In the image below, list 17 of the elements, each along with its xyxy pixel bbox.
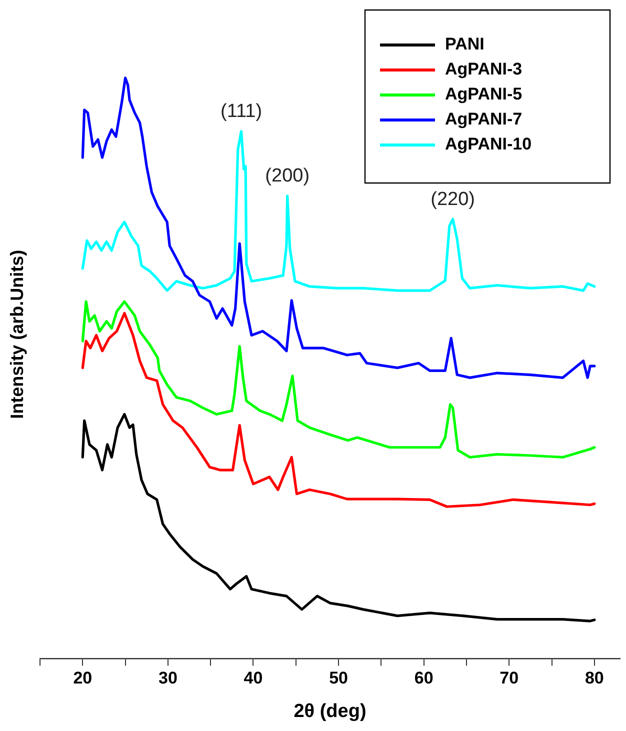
legend-label: AgPANI-5 (445, 84, 522, 104)
x-tick-label: 80 (584, 668, 604, 688)
annotation: (111) (220, 101, 262, 122)
x-tick-label: 20 (73, 668, 92, 688)
x-tick-label: 40 (244, 668, 263, 688)
x-axis-title: 2θ (deg) (294, 700, 366, 722)
legend-label: AgPANI-3 (445, 60, 522, 79)
legend-label: AgPANI-10 (445, 134, 532, 154)
x-tick-label: 50 (329, 668, 348, 688)
x-tick-label: 70 (500, 668, 519, 688)
annotation: (200) (265, 166, 310, 187)
y-axis-title: Intensity (arb.Units) (6, 250, 27, 419)
x-tick-label: 30 (158, 668, 178, 688)
legend-label: AgPANI-7 (445, 110, 522, 129)
annotation: (220) (430, 188, 476, 210)
legend-label: PANI (445, 34, 484, 54)
x-tick-label: 60 (414, 668, 434, 688)
